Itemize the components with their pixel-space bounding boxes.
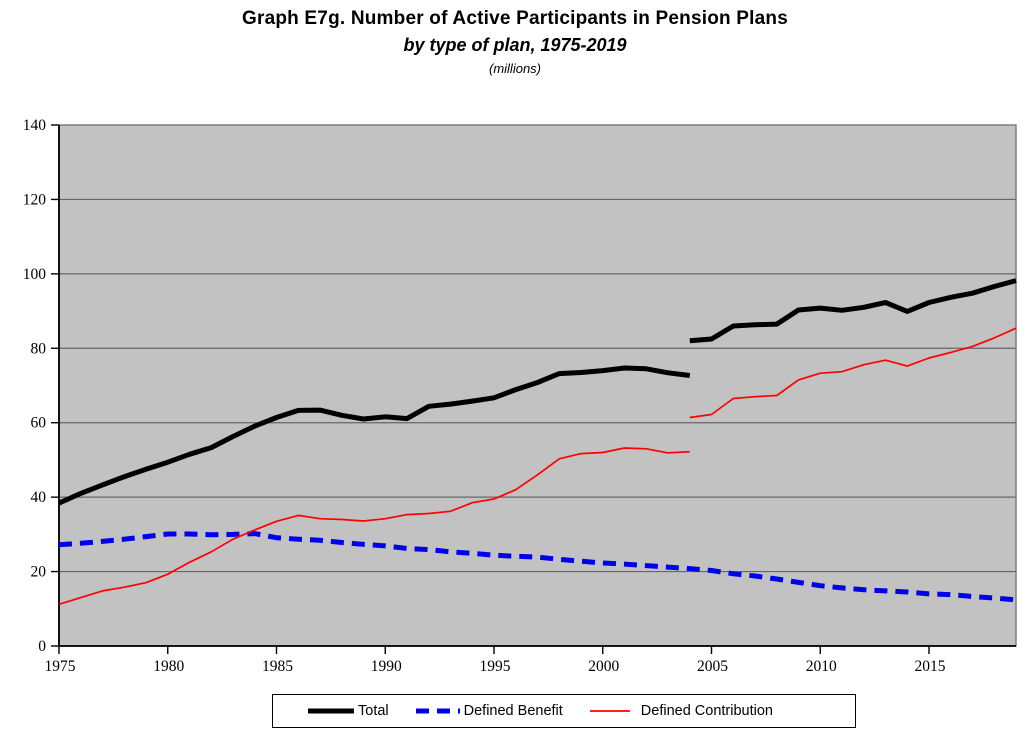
defined-contribution-line-segment-1 [58, 447, 690, 606]
total-line-segment-2 [689, 278, 1017, 344]
y-axis-label-0: 0 [38, 638, 46, 655]
legend: Total Defined Benefit Defined Contributi… [272, 694, 856, 728]
x-axis-label-1975: 1975 [45, 658, 76, 675]
defined-contribution-line-icon [589, 710, 630, 712]
legend-item-defined-contribution: Defined Contribution [589, 703, 773, 719]
y-axis-label-40: 40 [31, 489, 47, 506]
x-axis-label-2010: 2010 [806, 658, 837, 675]
defined-benefit-line-segment-1 [58, 531, 1017, 603]
chart-units-label: (millions) [489, 61, 541, 76]
chart-title: Graph E7g. Number of Active Participants… [242, 8, 788, 29]
defined-contribution-line-segment-2 [689, 327, 1017, 419]
y-axis-label-100: 100 [23, 266, 47, 283]
x-axis-label-2015: 2015 [915, 658, 946, 675]
chart-subtitle: by type of plan, 1975-2019 [403, 35, 627, 55]
plot-area [59, 125, 1016, 646]
total-line-segment-1 [57, 365, 691, 506]
y-axis-label-120: 120 [23, 191, 47, 208]
chart-title-block: Graph E7g. Number of Active Participants… [0, 8, 1030, 76]
y-axis-label-60: 60 [31, 415, 47, 432]
legend-item-defined-benefit: Defined Benefit [415, 703, 563, 719]
x-axis-label-1980: 1980 [153, 658, 184, 675]
total-line-icon [308, 708, 354, 714]
legend-label-defined-contribution: Defined Contribution [640, 703, 773, 719]
legend-item-total: Total [307, 703, 389, 719]
y-axis-label-20: 20 [31, 564, 47, 581]
y-axis-label-80: 80 [31, 340, 47, 357]
x-axis-label-1990: 1990 [371, 658, 402, 675]
x-axis-label-1985: 1985 [262, 658, 293, 675]
x-axis-label-2005: 2005 [697, 658, 728, 675]
legend-label-total: Total [358, 703, 389, 719]
x-axis-label-1995: 1995 [480, 658, 511, 675]
defined-benefit-dashed-line-icon [415, 708, 460, 714]
y-axis-label-140: 140 [23, 117, 47, 134]
legend-label-defined-benefit: Defined Benefit [463, 703, 563, 719]
x-axis-label-2000: 2000 [588, 658, 619, 675]
